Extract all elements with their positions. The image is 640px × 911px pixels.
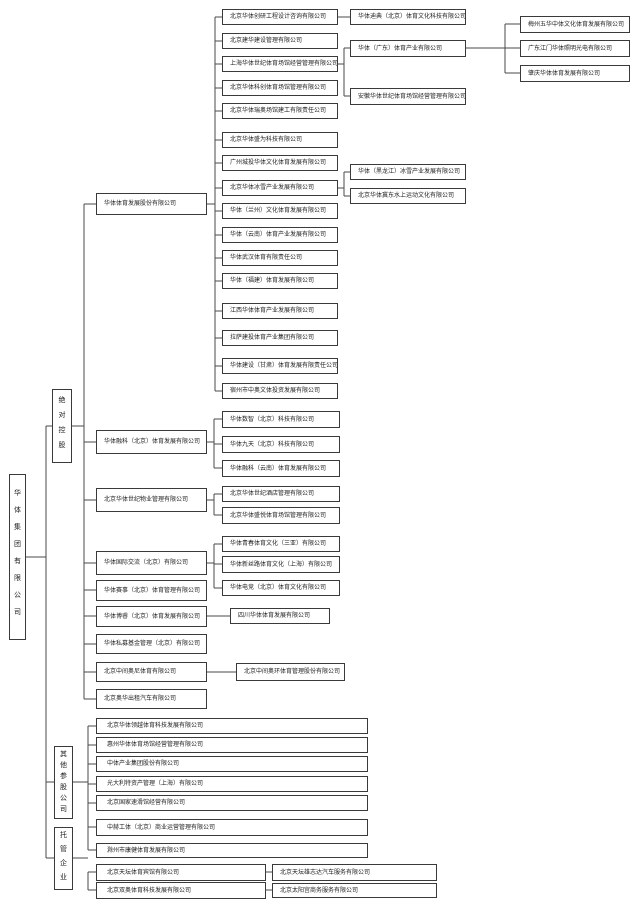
- org-node: 华体国际交流（北京）有限公司: [96, 551, 207, 575]
- org-node: 北京华体创研工程设计咨询有限公司: [222, 9, 338, 25]
- org-node: 梅州五华中体文化体育发展有限公司: [520, 16, 630, 33]
- branch-other-shareholding: 其他参股公司: [54, 746, 73, 819]
- org-node: 肇庆华体体育发展有限公司: [520, 65, 630, 82]
- org-root: 华体集团有限公司: [9, 474, 26, 640]
- org-node: 北京华体盛为科技有限公司: [222, 132, 338, 148]
- org-node: 北京华体世纪酒店管理有限公司: [222, 486, 340, 502]
- org-node: 华体新丝路体育文化（上海）有限公司: [222, 556, 340, 573]
- org-node: 光大利特资产管理（上海）有限公司: [96, 776, 368, 792]
- org-node: 北京华体冰雪产业发展有限公司: [222, 180, 338, 196]
- org-node: 华体电竞（北京）体育文化有限公司: [222, 580, 340, 596]
- org-node: 华体私募基金管理（北京）有限公司: [96, 634, 207, 654]
- org-node: 华体（兰州）文化体育发展有限公司: [222, 203, 338, 219]
- org-node: 北京中间奥尼体育有限公司: [96, 662, 207, 682]
- org-node: 华体（黑龙江）冰雪产业发展有限公司: [350, 164, 466, 180]
- org-node: 华体体育发展股份有限公司: [96, 193, 207, 215]
- org-node: 广州城投华体文化体育发展有限公司: [222, 155, 338, 171]
- org-node: 华体（云南）体育产业发展有限公司: [222, 227, 338, 243]
- org-node: 中赫工体（北京）商业运营管理有限公司: [96, 819, 368, 836]
- org-node: 北京天坛雄志达汽车服务有限公司: [272, 864, 437, 881]
- org-node: 滁州市康健体育发展有限公司: [96, 843, 368, 858]
- branch-absolute-holding: 绝对控股: [52, 389, 72, 463]
- org-node: 广东江门华体照明光电有限公司: [520, 40, 630, 57]
- org-node: 北京建华建设管理有限公司: [222, 33, 338, 49]
- org-node: 华体武汉体育有限责任公司: [222, 250, 338, 266]
- org-node: 宿州市中奥文体投资发展有限公司: [222, 383, 338, 399]
- org-node: 北京华体瑞奥场馆建工有限责任公司: [222, 103, 338, 119]
- org-node: 江西华体体育产业发展有限公司: [222, 303, 338, 319]
- org-node: 华体博睿（北京）体育发展有限公司: [96, 606, 207, 627]
- org-node: 华体融科（云南）体育发展有限公司: [222, 460, 340, 477]
- org-node: 上海华体世纪体育场馆经营管理有限公司: [222, 56, 338, 72]
- org-node: 华体数智（北京）科技有限公司: [222, 411, 340, 428]
- org-node: 北京奥华出租汽车有限公司: [96, 689, 207, 709]
- org-node: 北京中间奥环体育管理股份有限公司: [236, 663, 345, 681]
- org-node: 华体赛事（北京）体育管理有限公司: [96, 580, 207, 601]
- org-node: 安徽华体世纪体育场馆经营管理有限公司: [350, 88, 466, 105]
- org-node: 北京华体领越体育科技发展有限公司: [96, 718, 368, 734]
- branch-entrusted: 托管企业: [54, 827, 73, 890]
- org-node: 华体青春体育文化（三亚）有限公司: [222, 536, 340, 552]
- org-node: 北京华体盛悦体育场馆管理有限公司: [222, 507, 340, 524]
- org-node: 北京天坛体育宾馆有限公司: [96, 864, 266, 881]
- org-node: 北京双奥体育科技发展有限公司: [96, 882, 266, 899]
- org-node: 北京国家速滑馆经营有限公司: [96, 795, 368, 811]
- org-node: 拉萨建投体育产业集团有限公司: [222, 330, 338, 346]
- org-node: 北京华体世纪物业管理有限公司: [96, 488, 207, 512]
- org-node: 华体迪典（北京）体育文化科技有限公司: [350, 9, 466, 25]
- org-node: 北京华体冀东水上运动文化有限公司: [350, 188, 466, 204]
- org-node: 四川华体体育发展有限公司: [230, 608, 330, 624]
- org-node: 华体（福建）体育发展有限公司: [222, 273, 338, 289]
- org-node: 中体产业集团股份有限公司: [96, 756, 368, 772]
- org-node: 华体（广东）体育产业有限公司: [350, 40, 466, 57]
- org-node: 北京太阳宫商务服务有限公司: [272, 883, 437, 898]
- org-node: 华体融科（北京）体育发展有限公司: [96, 430, 207, 454]
- org-node: 惠州华体体育场馆经营管理有限公司: [96, 737, 368, 753]
- org-node: 华体九天（北京）科技有限公司: [222, 436, 340, 453]
- org-node: 北京华体科创体育场馆管理有限公司: [222, 80, 338, 96]
- org-node: 华体建设（甘肃）体育发展有限责任公司: [222, 358, 338, 374]
